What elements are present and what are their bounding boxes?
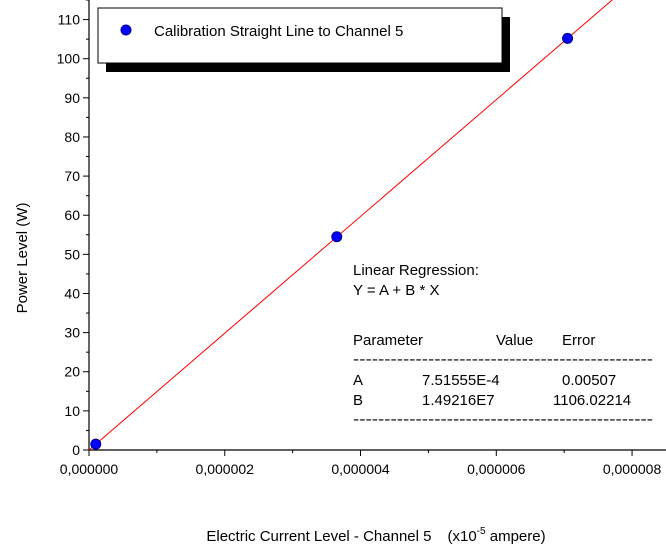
annotation-line2: Y = A + B * X <box>353 282 439 299</box>
annotation-row-b-value: 1.49216E7 <box>422 392 495 409</box>
annotation-header-error: Error <box>562 332 595 349</box>
x-tick-label: 0,000006 <box>467 461 526 477</box>
x-axis-title-unit: (x10 <box>447 528 476 545</box>
points-layer <box>90 32 574 450</box>
regression-annotation: Linear Regression: Y = A + B * X Paramet… <box>353 262 653 428</box>
fit-layer <box>89 0 613 450</box>
data-point <box>562 32 574 44</box>
x-axis-title: Electric Current Level - Channel 5 (x10-5… <box>206 526 545 545</box>
x-axis-title-main: Electric Current Level - Channel 5 <box>206 528 431 545</box>
x-tick-label: 0,000004 <box>331 461 390 477</box>
x-tick-label: 0,000002 <box>196 461 255 477</box>
y-axis: 0 10 20 30 40 50 60 70 80 90 100 110 <box>57 0 89 458</box>
x-tick-label: 0,000008 <box>603 461 662 477</box>
fit-line <box>89 0 613 450</box>
y-axis-title: Power Level (W) <box>14 203 31 314</box>
y-tick-label: 20 <box>64 364 80 380</box>
annotation-separator-bottom: ----------------------------------------… <box>353 411 653 428</box>
data-point <box>90 438 102 450</box>
y-tick-label: 50 <box>64 246 80 262</box>
legend-marker <box>120 24 132 36</box>
y-tick-label: 60 <box>64 207 80 223</box>
annotation-row-a-value: 7.51555E-4 <box>422 372 500 389</box>
legend-box <box>97 7 503 64</box>
annotation-separator-top: ----------------------------------------… <box>353 351 653 368</box>
annotation-header-parameter: Parameter <box>353 332 423 349</box>
x-axis-title-tail: ampere) <box>486 528 546 545</box>
y-tick-label: 30 <box>64 325 80 341</box>
y-tick-label: 110 <box>58 12 81 28</box>
y-tick-label: 80 <box>64 129 80 145</box>
x-tick-label: 0,000000 <box>60 461 119 477</box>
legend-label: Calibration Straight Line to Channel 5 <box>154 23 403 40</box>
x-axis-title-exp: -5 <box>477 526 486 537</box>
y-tick-label: 40 <box>64 285 80 301</box>
legend: Calibration Straight Line to Channel 5 <box>97 7 510 72</box>
annotation-row-a-error: 0.00507 <box>562 372 616 389</box>
annotation-row-a-param: A <box>353 372 363 389</box>
annotation-row-b-param: B <box>353 392 363 409</box>
x-axis: 0,000000 0,000002 0,000004 0,000006 0,000008 <box>60 450 662 477</box>
data-point <box>331 231 343 243</box>
annotation-header-value: Value <box>496 332 533 349</box>
y-tick-label: 100 <box>57 51 81 67</box>
y-tick-label: 70 <box>64 168 80 184</box>
annotation-line1: Linear Regression: <box>353 262 479 279</box>
plot-frame <box>88 0 666 451</box>
annotation-row-b-error: 1106.02214 <box>553 392 631 409</box>
y-tick-label: 10 <box>64 403 80 419</box>
y-tick-label: 90 <box>64 90 80 106</box>
y-tick-label: 0 <box>72 442 80 458</box>
